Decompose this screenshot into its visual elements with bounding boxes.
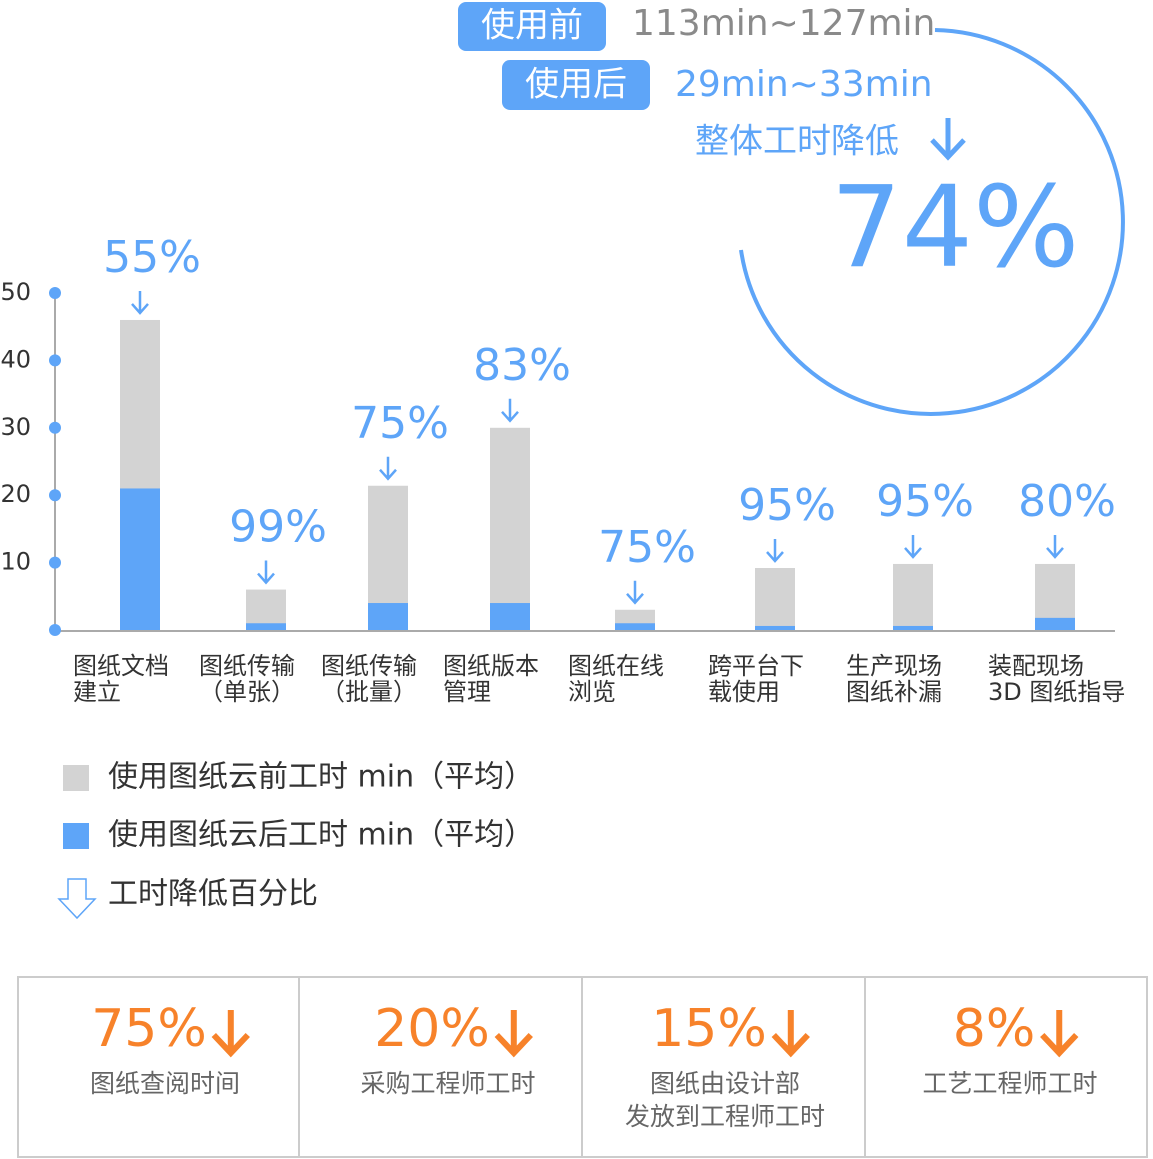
bar [246,623,286,630]
after-badge [502,60,650,110]
ring [739,28,1125,416]
arrow [257,560,275,585]
x-tick-label: 图纸文档 [73,652,169,680]
y-tick [49,354,61,367]
bar [893,563,933,630]
stat-value: 8% [953,999,1036,1059]
arrow [501,398,519,423]
y-tick-label: 50 [0,278,31,306]
x-tick-label: 图纸版本 [443,652,539,680]
annotation: 55% [103,232,201,283]
stat-label: 发放到工程师工时 [625,1102,825,1131]
stat-label: 采购工程师工时 [360,1069,535,1098]
x-tick-label: 图纸在线 [568,652,664,680]
bar [755,567,795,630]
arrow [379,456,397,481]
before-label: 使用前 [481,6,583,46]
after-value: 29min~33min [675,64,933,105]
bar [490,603,530,630]
annotation: 75% [598,522,696,573]
bar [755,625,795,630]
x-tick-label: （单张） [199,678,295,706]
arrow [131,290,149,315]
y-tick-label: 40 [0,345,31,373]
after-label: 使用后 [525,65,627,105]
y-tick [49,489,61,502]
x-tick-label: 3D 图纸指导 [988,678,1125,706]
stat-value: 15% [651,999,767,1059]
stat-arrow [1040,1010,1079,1058]
axis-origin [49,624,61,636]
x-tick-label: 管理 [443,678,491,706]
y-tick [49,556,61,569]
before-badge [458,2,606,51]
reduction-value: 74% [831,163,1080,293]
bar [120,488,160,630]
x-tick-label: 图纸补漏 [846,678,942,706]
x-tick-label: 装配现场 [988,652,1084,680]
annotation: 80% [1018,476,1116,527]
bar [615,623,655,630]
stat-arrow [211,1010,250,1058]
legend-label: 使用图纸云后工时 min（平均） [108,818,534,853]
stat-arrow [771,1010,810,1058]
stat-label: 图纸由设计部 [650,1069,800,1098]
x-tick-label: 载使用 [708,678,780,706]
legend-label: 使用图纸云前工时 min（平均） [108,760,534,795]
y-tick-label: 10 [0,548,31,576]
reduction-arrow [930,118,966,161]
x-tick-label: 建立 [73,678,121,706]
y-tick-label: 20 [0,480,31,508]
stat-arrow [494,1010,533,1058]
stat-value: 20% [374,999,490,1059]
annotation: 95% [738,480,836,531]
x-tick-label: 浏览 [568,678,616,706]
annotation: 83% [473,340,571,391]
bar [490,427,530,630]
bar [893,625,933,630]
x-tick-label: （批量） [321,678,417,706]
bar [368,603,408,630]
x-tick-label: 生产现场 [846,652,942,680]
x-tick-label: 图纸传输 [199,652,295,680]
legend-label: 工时降低百分比 [108,877,318,912]
y-tick [49,421,61,434]
stat-value: 75% [91,999,207,1059]
y-tick [49,287,61,299]
arrow [766,538,784,563]
annotation: 95% [876,476,974,527]
arrow [904,534,922,559]
reduction-label: 整体工时降低 [695,122,899,162]
legend-swatch [63,765,89,791]
arrow [1046,534,1064,559]
legend-swatch [63,823,89,849]
stat-label: 图纸查阅时间 [90,1069,240,1098]
before-value: 113min~127min [632,3,935,44]
annotation: 75% [351,398,449,449]
arrow [626,580,644,605]
bar [1035,617,1075,630]
legend-arrow [57,878,97,920]
x-tick-label: 跨平台下 [708,652,804,680]
annotation: 99% [229,502,327,553]
x-tick-label: 图纸传输 [321,652,417,680]
y-tick-label: 30 [0,413,31,441]
stat-label: 工艺工程师工时 [922,1069,1097,1098]
